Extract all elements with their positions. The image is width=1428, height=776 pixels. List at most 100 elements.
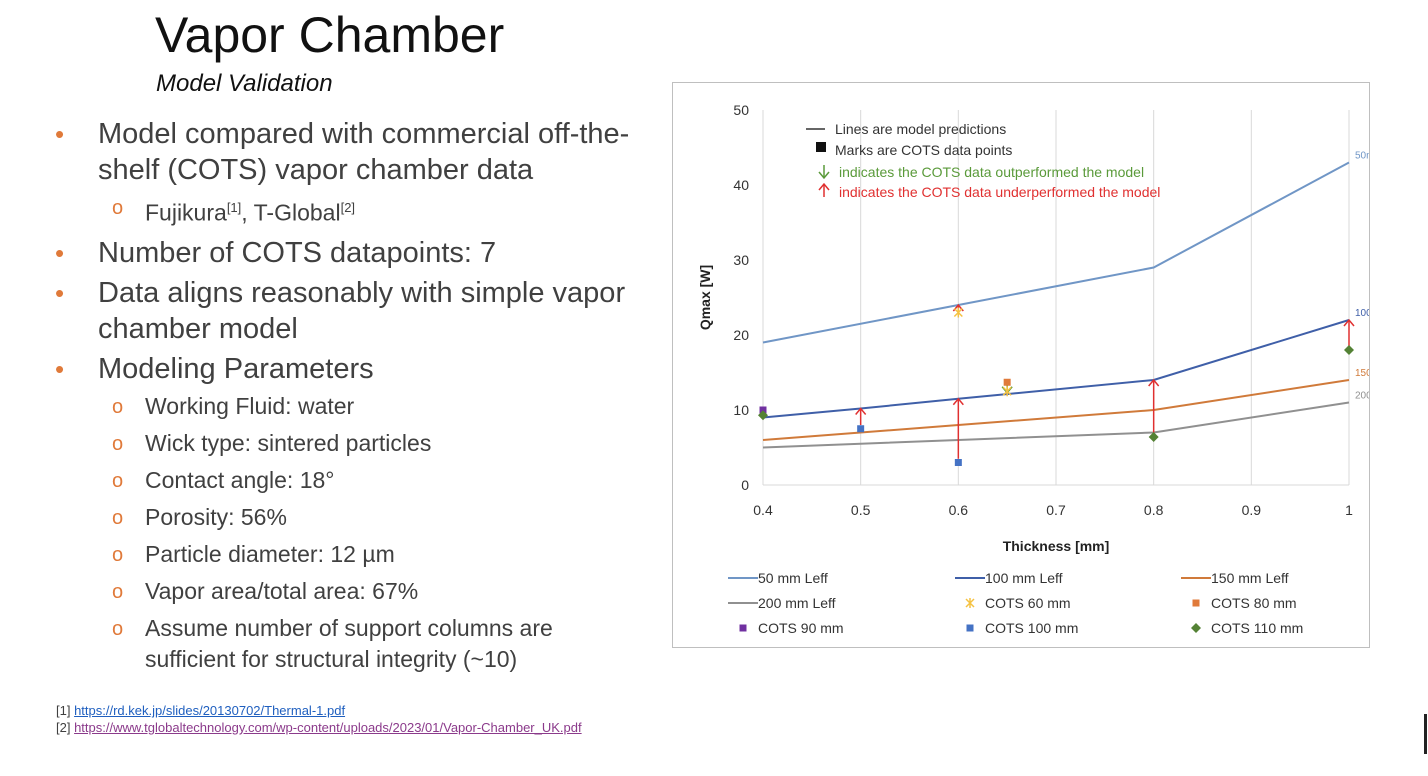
legend-marker-swatch: [1192, 599, 1200, 607]
bullet-datapoint-count: • Number of COTS datapoints: 7: [55, 235, 665, 271]
legend-marker-swatch: [1191, 623, 1201, 633]
param-text: Porosity: 56%: [145, 503, 287, 530]
param-item: o Contact angle: 18°: [55, 465, 665, 496]
y-axis-title: Qmax [W]: [697, 265, 713, 330]
x-tick-label: 1: [1345, 502, 1353, 518]
bullet-list: • Model compared with commercial off-the…: [55, 116, 665, 681]
param-text: sufficient for structural integrity (~10…: [145, 645, 518, 672]
data-point-marker: [1003, 378, 1011, 386]
series-line: [762, 161, 1350, 344]
bullet-dot: •: [55, 277, 65, 308]
x-axis-title: Thickness [mm]: [1003, 538, 1110, 554]
bullet-model-comparison: • Model compared with commercial off-the…: [55, 116, 665, 188]
reference-link-2[interactable]: https://www.tglobaltechnology.com/wp-con…: [74, 720, 582, 735]
param-item: o Particle diameter: 12 µm: [55, 539, 665, 570]
x-tick-label: 0.4: [753, 502, 773, 518]
sub-bullet-circle: o: [112, 580, 124, 603]
param-item: o Porosity: 56%: [55, 502, 665, 533]
legend-label: COTS 110 mm: [1211, 620, 1303, 636]
x-tick-label: 0.7: [1046, 502, 1066, 518]
x-tick-label: 0.9: [1242, 502, 1262, 518]
annotation-marks-note: Marks are COTS data points: [835, 142, 1012, 158]
x-tick-label: 0.8: [1144, 502, 1164, 518]
param-text: Wick type: sintered particles: [145, 429, 432, 456]
references: [1] https://rd.kek.jp/slides/20130702/Th…: [56, 702, 582, 736]
annotation-underperformed-note: indicates the COTS data underperformed t…: [839, 184, 1160, 200]
legend-marker-swatch: [965, 598, 975, 608]
arrow-head: [855, 407, 867, 415]
annotation-lines-note: Lines are model predictions: [835, 121, 1006, 137]
legend-label: 100 mm Leff: [985, 570, 1063, 586]
bullet-text: Data aligns reasonably with simple vapor: [98, 276, 626, 309]
bullet-modeling-parameters: • Modeling Parameters: [55, 351, 665, 387]
sub-bullet-sources: o Fujikura[1], T-Global[2]: [55, 192, 665, 229]
chart-frame: 0.4 0.5 0.6 0.7 0.8 0.9 1 0 10 20 30 40 50 Thickness …: [672, 82, 1408, 648]
ref-marker-1: [1]: [226, 200, 242, 215]
slide-title: Vapor Chamber: [155, 7, 505, 63]
y-tick-label: 20: [733, 327, 749, 343]
data-point-marker: [759, 406, 767, 414]
bullet-text: Number of COTS datapoints: 7: [98, 236, 497, 269]
arrow-head: [1148, 378, 1160, 387]
data-point-marker: [953, 307, 963, 318]
annotation-square-icon: [816, 142, 826, 152]
param-item: o Vapor area/total area: 67%: [55, 576, 665, 607]
arrow-head: [952, 397, 964, 406]
sub-bullet-circle: o: [112, 395, 124, 418]
legend-label: COTS 80 mm: [1211, 595, 1297, 611]
bullet-text: chamber model: [98, 312, 298, 345]
y-tick-label: 40: [733, 177, 749, 193]
data-point-marker: [857, 425, 865, 433]
legend-label: 50 mm Leff: [758, 570, 828, 586]
bullet-dot: •: [55, 119, 65, 149]
y-tick-label: 50: [733, 102, 749, 118]
qmax-vs-thickness-chart: 0.4 0.5 0.6 0.7 0.8 0.9 101020304050Thickness …: [697, 102, 1408, 636]
reference-1: [1] https://rd.kek.jp/slides/20130702/Th…: [56, 702, 582, 719]
reference-link-1[interactable]: https://rd.kek.jp/slides/20130702/Therma…: [74, 703, 346, 718]
source-tglobal: , T-Global: [241, 199, 341, 226]
legend-marker-swatch: [966, 624, 974, 632]
x-tick-label: 0.5: [851, 502, 871, 518]
param-text: Vapor area/total area: 67%: [145, 577, 419, 604]
param-text: Working Fluid: water: [145, 392, 355, 419]
bullet-dot: •: [55, 237, 65, 268]
legend-label: COTS 90 mm: [758, 620, 844, 636]
annotation-down-arrow-head: [818, 171, 830, 180]
bullet-dot: •: [55, 353, 65, 384]
sub-bullet-circle: o: [112, 432, 124, 455]
param-item: o Working Fluid: water: [55, 391, 665, 422]
edge-marker: [1424, 714, 1427, 754]
ref-label: [2]: [56, 720, 75, 735]
x-tick-label: 0.6: [949, 502, 969, 518]
y-tick-label: 30: [733, 252, 749, 268]
bullet-data-alignment: • Data aligns reasonably with simple vap…: [55, 275, 665, 347]
y-tick-label: 10: [733, 402, 749, 418]
series-line: [762, 401, 1350, 449]
source-fujikura: Fujikura: [145, 199, 227, 226]
sub-bullet-circle: o: [112, 543, 124, 566]
param-text: Contact angle: 18°: [145, 466, 335, 493]
sub-bullet-circle: o: [112, 617, 124, 640]
data-point-marker: [1148, 432, 1159, 442]
sub-bullet-circle: o: [112, 469, 124, 492]
legend-label: 200 mm Leff: [758, 595, 836, 611]
param-item-support-columns: o Assume number of support columns are s…: [55, 613, 665, 675]
bullet-text: shelf (COTS) vapor chamber data: [98, 154, 534, 186]
legend-label: COTS 100 mm: [985, 620, 1078, 636]
data-point-marker: [1002, 386, 1012, 397]
data-point-marker: [758, 410, 768, 421]
arrow-head: [1343, 318, 1355, 327]
bullet-text: Modeling Parameters: [98, 352, 374, 385]
annotation-outperformed-note: indicates the COTS data outperformed the…: [839, 164, 1144, 180]
annotation-up-arrow-head: [818, 182, 830, 191]
param-item: o Wick type: sintered particles: [55, 428, 665, 459]
y-tick-label: 0: [741, 477, 749, 493]
param-text: Assume number of support columns are: [145, 614, 553, 641]
bullet-text: Model compared with commercial off-the-: [98, 118, 630, 150]
param-text: Particle diameter: 12 µm: [145, 540, 395, 567]
slide-subtitle: Model Validation: [156, 70, 333, 97]
